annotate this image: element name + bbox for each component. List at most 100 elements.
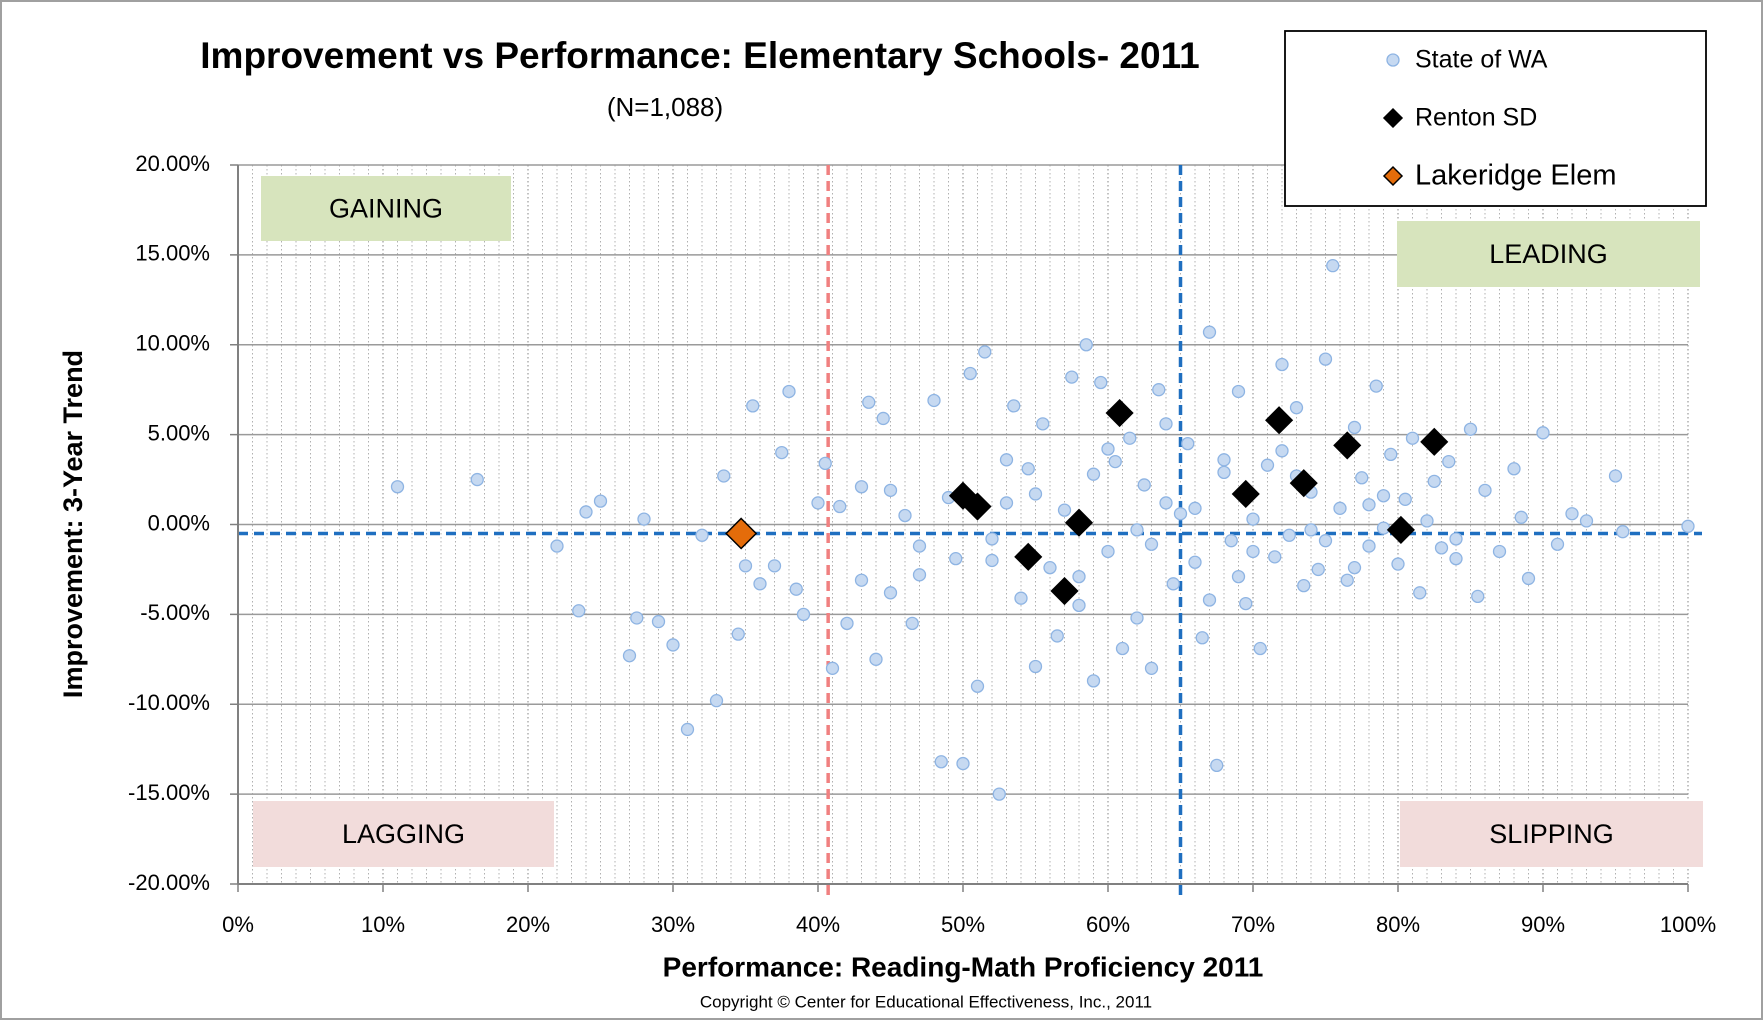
x-tick-label: 100% xyxy=(1660,912,1716,937)
y-tick-label: 5.00% xyxy=(148,420,210,445)
point xyxy=(1217,453,1231,467)
chart-subtitle: (N=1,088) xyxy=(607,92,723,122)
legend-label: Lakeridge Elem xyxy=(1415,160,1617,192)
point xyxy=(1086,467,1101,481)
point xyxy=(1297,578,1311,593)
point xyxy=(1105,398,1134,428)
point xyxy=(746,399,760,413)
quadrant-label: GAINING xyxy=(329,194,443,224)
point xyxy=(1398,492,1412,506)
point xyxy=(999,496,1014,510)
point xyxy=(1094,375,1108,390)
point xyxy=(1101,544,1115,559)
point xyxy=(1681,519,1695,533)
point xyxy=(1043,560,1057,575)
point xyxy=(970,679,985,693)
y-tick-label: -10.00% xyxy=(128,690,210,715)
point xyxy=(1355,471,1369,485)
point xyxy=(1449,532,1463,546)
point xyxy=(978,345,992,359)
point xyxy=(1050,576,1079,606)
point xyxy=(1376,521,1391,535)
legend-marker xyxy=(1386,53,1400,67)
point xyxy=(709,694,724,708)
point xyxy=(949,552,963,566)
point xyxy=(999,453,1014,467)
point xyxy=(1376,489,1391,503)
point xyxy=(1282,528,1296,542)
points xyxy=(390,259,1695,801)
point xyxy=(1384,447,1398,462)
point xyxy=(1188,555,1202,569)
point xyxy=(1239,596,1253,611)
point xyxy=(593,494,608,508)
x-tick-label: 0% xyxy=(222,912,254,937)
x-tick-label: 30% xyxy=(651,912,695,937)
point xyxy=(630,611,644,625)
point xyxy=(1014,591,1028,605)
point xyxy=(725,517,758,550)
point xyxy=(898,508,912,523)
point xyxy=(1137,478,1151,492)
point xyxy=(1616,525,1630,539)
quadrant-box xyxy=(253,801,554,867)
y-tick-label: 0.00% xyxy=(148,510,210,535)
point xyxy=(1289,469,1318,498)
point xyxy=(1064,508,1094,537)
point xyxy=(963,366,977,381)
point xyxy=(775,445,789,460)
point xyxy=(1565,507,1579,521)
point xyxy=(1195,631,1209,645)
point xyxy=(992,787,1006,801)
point xyxy=(818,456,832,471)
point xyxy=(1224,534,1238,548)
quadrant-box xyxy=(261,176,511,241)
point xyxy=(1420,514,1434,528)
point xyxy=(1217,465,1231,480)
point xyxy=(985,553,999,568)
quadrant-box xyxy=(1397,221,1700,287)
y-tick-label: 15.00% xyxy=(135,241,210,266)
point xyxy=(1202,593,1217,607)
point xyxy=(1507,462,1521,476)
point xyxy=(1434,541,1449,555)
point xyxy=(1514,510,1528,524)
x-tick-label: 50% xyxy=(941,912,985,937)
point xyxy=(782,384,796,399)
point xyxy=(1579,514,1594,528)
axes: 0% 10% 20% 30% 40% 50% 60% 70% 80% 90% 100% 20.00% 1… xyxy=(128,151,1716,937)
legend-box xyxy=(1284,30,1707,207)
point xyxy=(1188,501,1202,515)
point xyxy=(1521,571,1536,586)
point xyxy=(1072,569,1086,584)
point xyxy=(1275,357,1289,372)
point xyxy=(956,756,970,771)
x-tick-label: 80% xyxy=(1376,912,1420,937)
point xyxy=(666,638,680,652)
point xyxy=(912,539,927,553)
point xyxy=(1318,534,1333,548)
point xyxy=(1347,420,1362,435)
point xyxy=(1449,552,1463,566)
point xyxy=(1420,427,1449,456)
point xyxy=(1028,487,1043,501)
point xyxy=(1101,442,1115,456)
point xyxy=(1181,436,1195,451)
quadrant-label: SLIPPING xyxy=(1489,819,1614,849)
point xyxy=(1028,659,1043,674)
point xyxy=(1289,401,1304,415)
point xyxy=(1362,539,1376,553)
point xyxy=(1304,523,1318,537)
point xyxy=(1492,544,1507,559)
point xyxy=(731,627,745,641)
point xyxy=(796,607,811,622)
point xyxy=(1057,503,1072,517)
point xyxy=(985,532,999,546)
point xyxy=(927,393,941,408)
point xyxy=(1050,629,1064,643)
point xyxy=(912,568,927,582)
point xyxy=(1471,589,1485,604)
point xyxy=(1123,431,1137,445)
point xyxy=(1231,479,1260,509)
